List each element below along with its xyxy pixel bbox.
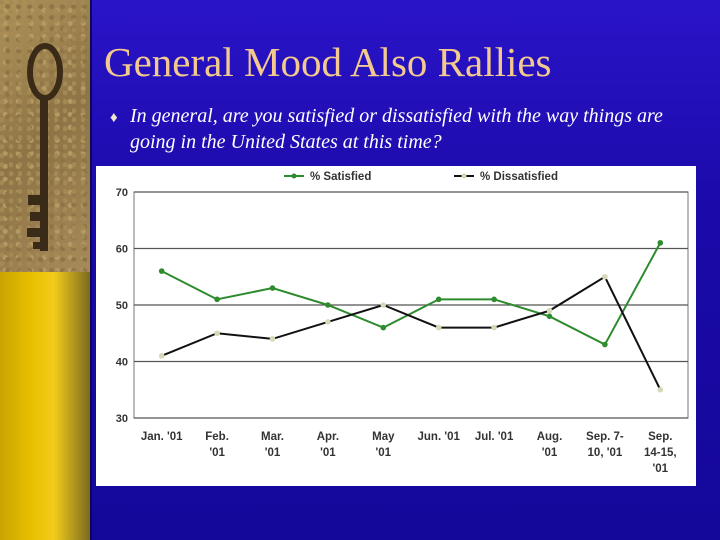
series-1-point (435, 324, 442, 331)
series-0-point (657, 240, 664, 246)
x-tick-label: Jan. '01 (141, 431, 183, 443)
series-1-point (325, 319, 331, 325)
series-1-point (602, 273, 608, 280)
x-tick-label: '01 (542, 447, 558, 459)
survey-question: In general, are you satisfied or dissati… (130, 105, 663, 153)
x-tick-label: Aug. (537, 431, 563, 443)
series-0-point (546, 313, 553, 320)
x-tick-label: '01 (376, 447, 392, 459)
legend-marker-1 (461, 173, 467, 179)
series-1-point (214, 330, 220, 337)
chart-svg: 30 40 50 60 70 Jan. '01 Feb. '01 Mar. '01 Apr. '01 M… (116, 171, 689, 475)
y-tick-label: 30 (116, 413, 128, 425)
series-0-point (214, 296, 220, 303)
y-tick-label: 60 (116, 244, 128, 256)
y-tick-label: 70 (116, 187, 128, 199)
x-tick-label: Jul. '01 (475, 431, 514, 443)
x-tick-label: 14-15, (644, 447, 677, 459)
series-0-point (158, 268, 165, 274)
slide-title: General Mood Also Rallies (104, 39, 552, 85)
series-line-1 (161, 275, 662, 391)
x-tick-label: Jun. '01 (418, 431, 461, 443)
x-tick-label: Sep. 7- (586, 431, 624, 443)
legend-marker-0 (291, 173, 297, 179)
series-line-0 (161, 242, 662, 346)
x-tick-label: '01 (320, 447, 336, 459)
line-chart: 30 40 50 60 70 Jan. '01 Feb. '01 Mar. '01 Apr. '01 M… (96, 166, 696, 486)
x-tick-label: 10, '01 (588, 447, 623, 459)
bullet-icon: ♦ (110, 110, 118, 126)
x-tick-label: Feb. (205, 431, 229, 443)
series-1-point (546, 307, 553, 314)
x-tick-label: '01 (653, 463, 669, 475)
series-0-point (380, 324, 387, 331)
key-icon (27, 43, 63, 251)
vertical-divider (90, 0, 92, 540)
x-tick-label: '01 (209, 447, 225, 459)
series-0-point (602, 341, 608, 348)
series-0-point (435, 296, 442, 303)
series-1-point (158, 353, 165, 359)
series-0-point (491, 296, 497, 303)
yellow-accent-strip (0, 272, 90, 540)
series-0-point (269, 285, 276, 291)
y-tick-label: 40 (116, 357, 128, 369)
x-tick-label: Mar. (261, 431, 284, 443)
series-1-point (491, 324, 497, 331)
x-tick-label: May (372, 431, 395, 443)
x-tick-label: Apr. (317, 431, 339, 443)
series-1-point (269, 336, 276, 342)
key-image-panel (0, 0, 90, 272)
x-tick-label: Sep. (648, 431, 672, 443)
series-1-point (657, 386, 664, 393)
y-tick-label: 50 (116, 300, 128, 312)
legend-label-1: % Dissatisfied (480, 171, 558, 183)
series-0-point (325, 302, 331, 308)
legend-label-0: % Satisfied (310, 171, 371, 183)
series-1-point (380, 302, 387, 308)
x-tick-label: '01 (265, 447, 281, 459)
